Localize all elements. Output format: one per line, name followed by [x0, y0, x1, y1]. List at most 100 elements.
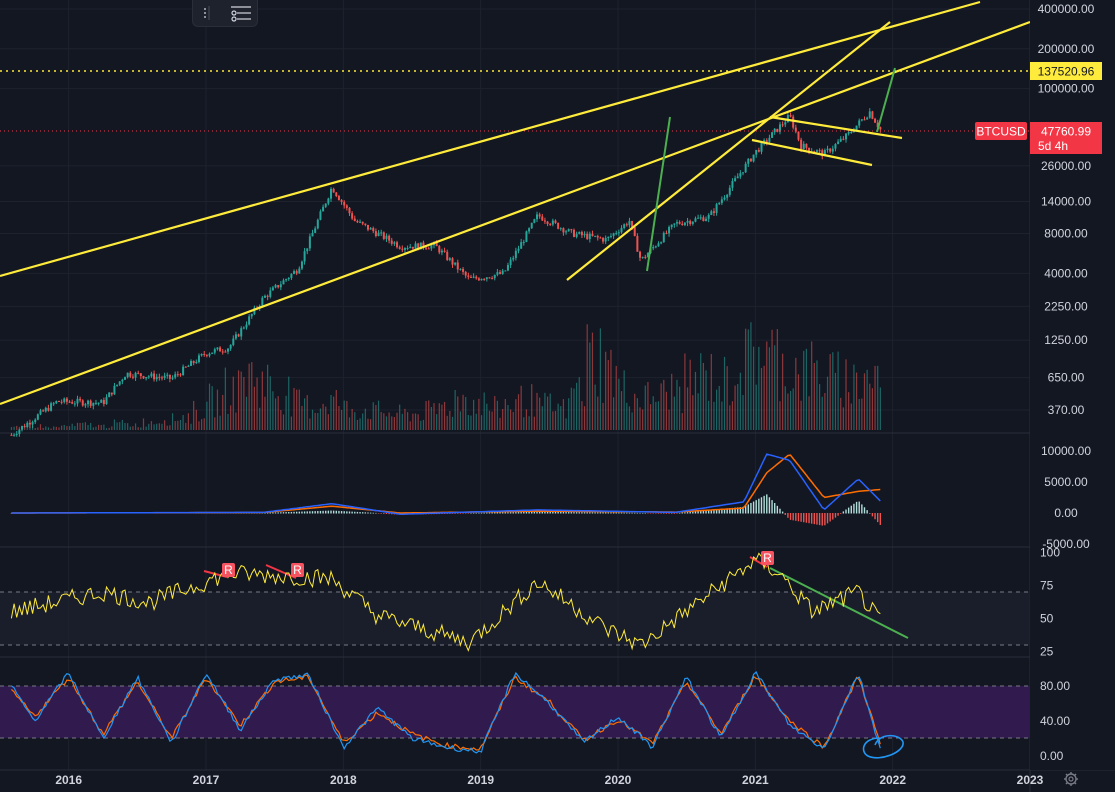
countdown-tag: 5d 4h: [1038, 139, 1068, 153]
volume-bar: [665, 391, 668, 430]
macd-histogram-bar: [301, 511, 303, 514]
candle-body: [124, 377, 127, 380]
candle-body: [411, 246, 414, 249]
rsi-line: [10, 552, 881, 652]
macd-histogram-bar: [377, 513, 380, 514]
macd-histogram-bar: [494, 512, 496, 514]
macd-histogram-bar: [853, 503, 855, 514]
trend-line-lower-channel[interactable]: [0, 20, 1031, 406]
green-line-rsi-trend[interactable]: [769, 567, 909, 639]
candle-body: [760, 142, 763, 152]
volume-bar: [760, 367, 763, 430]
macd-histogram-bar: [631, 512, 633, 514]
volume-bar: [412, 413, 414, 430]
volume-bar: [673, 396, 675, 430]
volume-bar: [211, 386, 213, 430]
volume-bar: [348, 417, 351, 430]
macd-histogram-bar: [459, 513, 462, 514]
trend-line-wedge-bottom[interactable]: [751, 138, 873, 167]
time-scale[interactable]: 2016 2017 2018 2019 2020 2021 2022 2023: [55, 773, 1043, 787]
rsi-scale[interactable]: 100 75 50 25: [1040, 545, 1060, 658]
volume-bar: [681, 413, 683, 430]
trend-line-upper-channel[interactable]: [0, 0, 981, 278]
volume-bar: [111, 426, 113, 430]
macd-scale[interactable]: 10000.00 5000.00 0.00 -5000.00: [1041, 444, 1091, 551]
candle-body: [702, 217, 705, 222]
candle-body: [475, 276, 478, 279]
rsi-tick-label: 50: [1040, 612, 1054, 626]
volume-bar: [230, 405, 232, 430]
volume-bar: [259, 407, 261, 430]
candle-body: [757, 149, 760, 152]
macd-histogram-bar: [737, 507, 739, 514]
candle-body: [808, 147, 811, 152]
grid-icon-button[interactable]: [193, 0, 225, 26]
volume-bar: [391, 416, 393, 430]
volume-bar: [739, 372, 741, 430]
volume-bar: [710, 353, 712, 430]
macd-histogram-bar: [713, 509, 715, 514]
trend-line-steep[interactable]: [566, 21, 891, 281]
macd-tick-label: 5000.00: [1044, 475, 1088, 489]
candle-body: [279, 284, 282, 288]
candle-body: [541, 216, 544, 221]
green-line-projection[interactable]: [876, 67, 896, 133]
candle-body: [319, 211, 322, 220]
object-tree-icon-button[interactable]: [225, 0, 257, 26]
green-line-2020[interactable]: [646, 116, 671, 272]
macd-histogram-bar: [483, 512, 485, 514]
candle-body: [845, 133, 848, 140]
volume-bar: [105, 428, 108, 430]
price-scale[interactable]: 400000.00 200000.00 100000.00 26000.00 14000…: [1038, 2, 1095, 417]
candle-body: [240, 328, 243, 337]
candle-body: [438, 246, 441, 253]
volume-bar: [504, 399, 506, 430]
candle-body: [536, 214, 539, 220]
candle-body: [327, 198, 330, 204]
level-tag-bg: [1030, 62, 1102, 80]
macd-histogram-bar: [478, 512, 480, 514]
candle-body: [311, 232, 314, 237]
volume-bar: [668, 409, 670, 430]
volume-bar: [708, 400, 710, 430]
candle-body: [874, 118, 877, 123]
candle-body: [377, 232, 380, 237]
macd-histogram-bar: [602, 512, 604, 514]
trend-line-wedge-top[interactable]: [769, 115, 903, 140]
candle-body: [855, 125, 858, 131]
volume-bar: [354, 412, 356, 430]
macd-histogram-bar: [266, 512, 269, 514]
candle-body: [562, 228, 565, 233]
volume-bar: [309, 418, 311, 430]
volume-bar: [74, 426, 76, 430]
macd-histogram-bar: [520, 512, 522, 514]
candle-body: [382, 232, 385, 239]
green-lines[interactable]: [646, 67, 909, 639]
macd-histogram-bar: [290, 511, 293, 514]
volume-bar: [243, 377, 245, 430]
candle-body: [628, 220, 631, 226]
trend-lines[interactable]: [0, 0, 1031, 406]
macd-histogram-bar: [599, 512, 602, 514]
candle-body: [366, 224, 369, 230]
candle-body: [591, 233, 594, 236]
candle-body: [823, 150, 826, 157]
candle-body: [749, 158, 752, 162]
settings-gear-icon[interactable]: [1064, 772, 1078, 786]
candle-body: [570, 229, 573, 231]
volume-bar: [647, 382, 649, 430]
volume-bar: [34, 428, 36, 430]
volume-bar: [277, 396, 279, 430]
candle-body: [50, 403, 53, 411]
candle-body: [224, 351, 227, 353]
macd-histogram-bar: [383, 513, 385, 514]
stoch-scale[interactable]: 80.00 40.00 0.00: [1040, 679, 1070, 763]
macd-histogram-bar: [499, 512, 501, 514]
volume-bar: [541, 406, 543, 430]
candle-body: [174, 374, 177, 378]
volume-bar: [863, 373, 866, 430]
candle-body: [789, 115, 792, 117]
macd-histogram-bar: [314, 511, 316, 514]
candle-body: [739, 173, 742, 177]
